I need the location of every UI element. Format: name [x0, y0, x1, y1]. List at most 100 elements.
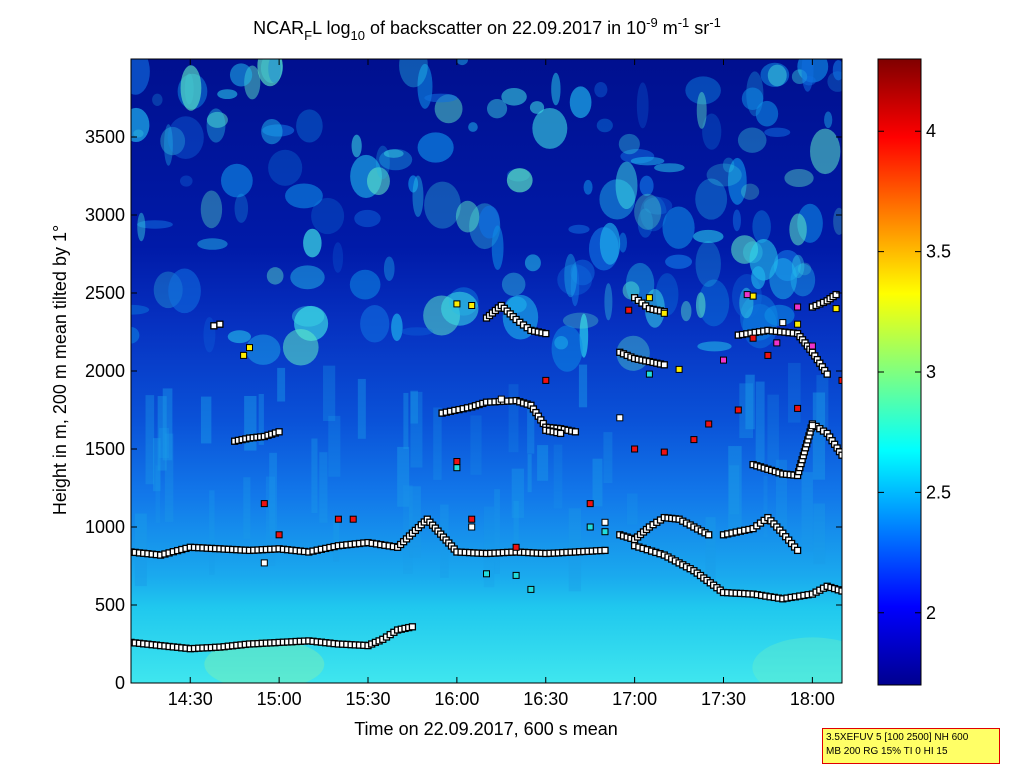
cloud-patch	[167, 116, 204, 159]
cloud-patch	[636, 82, 649, 129]
cloud-patch	[695, 178, 728, 220]
aerosol-streak	[155, 465, 161, 523]
layer-marker	[571, 428, 580, 436]
chart-title: NCARFL log10 of backscatter on 22.09.201…	[253, 15, 721, 43]
aerosol-streak	[277, 367, 286, 402]
cloud-patch	[755, 100, 779, 127]
layer-marker	[838, 587, 842, 595]
aerosol-streak	[483, 506, 495, 588]
cloud-patch	[245, 334, 281, 365]
aerosol-streak	[603, 432, 613, 484]
cloud-patch	[455, 200, 480, 233]
scatter-marker	[808, 422, 816, 430]
cloud-patch	[551, 72, 561, 106]
cloud-patch	[391, 313, 403, 342]
y-tick-label: 1000	[85, 517, 125, 537]
cloud-patch	[618, 232, 628, 253]
cloud-patch	[152, 93, 163, 106]
cloud-patch	[349, 269, 381, 300]
x-axis-label: Time on 22.09.2017, 600 s mean	[354, 719, 618, 739]
cloud-patch	[486, 98, 508, 119]
cloud-patch	[702, 113, 722, 150]
cloud-patch	[618, 133, 640, 155]
heatmap-texture	[131, 59, 842, 683]
scatter-marker	[749, 334, 757, 342]
cloud-patch	[234, 193, 249, 223]
scatter-marker	[794, 320, 802, 328]
scatter-marker	[625, 306, 633, 314]
cloud-patch	[424, 181, 461, 229]
aerosol-streak	[319, 452, 328, 523]
cloud-patch	[655, 273, 679, 316]
scatter-marker	[705, 420, 713, 428]
scatter-marker	[675, 365, 683, 373]
layer-marker	[705, 531, 713, 539]
aerosol-streak	[788, 362, 801, 423]
layer-marker	[660, 361, 668, 369]
cloud-patch	[441, 291, 479, 326]
cloud-patch	[551, 325, 583, 372]
cloud-patch	[784, 168, 814, 188]
layer-marker	[793, 546, 802, 555]
aerosol-streak	[775, 459, 788, 531]
cloud-patch	[217, 89, 238, 100]
cloud-patch	[268, 59, 281, 83]
aerosol-streak	[767, 394, 779, 474]
cloud-patch	[137, 220, 173, 229]
cloud-patch	[200, 190, 223, 229]
cloud-patch	[570, 265, 580, 307]
cloud-patch	[630, 156, 665, 166]
cloud-patch	[131, 304, 150, 315]
aerosol-streak	[511, 468, 524, 518]
aerosol-streak	[328, 415, 341, 477]
aerosol-streak	[841, 517, 842, 575]
scatter-marker	[601, 518, 609, 526]
cloud-patch	[722, 157, 735, 173]
cloud-patch	[268, 149, 303, 186]
x-tick-label: 15:00	[257, 689, 302, 709]
cloud-patch	[468, 122, 478, 132]
scatter-marker	[260, 500, 268, 508]
cloud-patch	[662, 206, 695, 249]
cloud-patch	[790, 263, 816, 297]
cloud-patch	[637, 208, 653, 238]
cloud-patch	[680, 300, 692, 322]
cloud-patch	[399, 59, 428, 88]
colorbar-tick-label: 4	[926, 121, 936, 141]
cloud-patch	[296, 109, 323, 143]
cloud-patch	[131, 59, 150, 95]
cloud-patch	[160, 126, 186, 156]
colorbar-gradient	[877, 58, 922, 686]
scatter-marker	[468, 515, 476, 523]
scatter-marker	[660, 309, 668, 317]
scatter-marker	[616, 414, 624, 422]
scatter-marker	[794, 303, 802, 311]
heatmap-plot	[131, 59, 842, 683]
cloud-patch	[833, 207, 842, 235]
aerosol-streak	[200, 396, 212, 444]
cloud-patch	[604, 283, 613, 321]
cloud-patch	[285, 183, 323, 209]
colorbar: 2 2.5 3 3.5 4	[877, 58, 951, 686]
x-axis: 14:30 15:00 15:30 16:00 16:30 17:00 17:30 18:00	[168, 59, 835, 709]
aerosol-streak	[816, 375, 829, 429]
cloud-patch	[257, 59, 283, 87]
cloud-patch	[760, 62, 790, 87]
scatter-marker	[497, 395, 505, 403]
cloud-patch	[665, 254, 693, 269]
scatter-marker	[779, 319, 787, 327]
y-tick-label: 1500	[85, 439, 125, 459]
cloud-patch	[634, 193, 662, 230]
cloud-patch	[311, 197, 345, 235]
cloud-patch	[737, 127, 767, 153]
cloud-patch	[594, 81, 608, 98]
scatter-marker	[690, 436, 698, 444]
cloud-patch	[569, 86, 592, 119]
scatter-marker	[453, 300, 461, 308]
cloud-patch	[695, 240, 721, 287]
scatter-marker	[764, 351, 772, 359]
cloud-patch	[180, 65, 202, 111]
aerosol-streak	[162, 388, 173, 461]
scatter-marker	[260, 559, 268, 567]
